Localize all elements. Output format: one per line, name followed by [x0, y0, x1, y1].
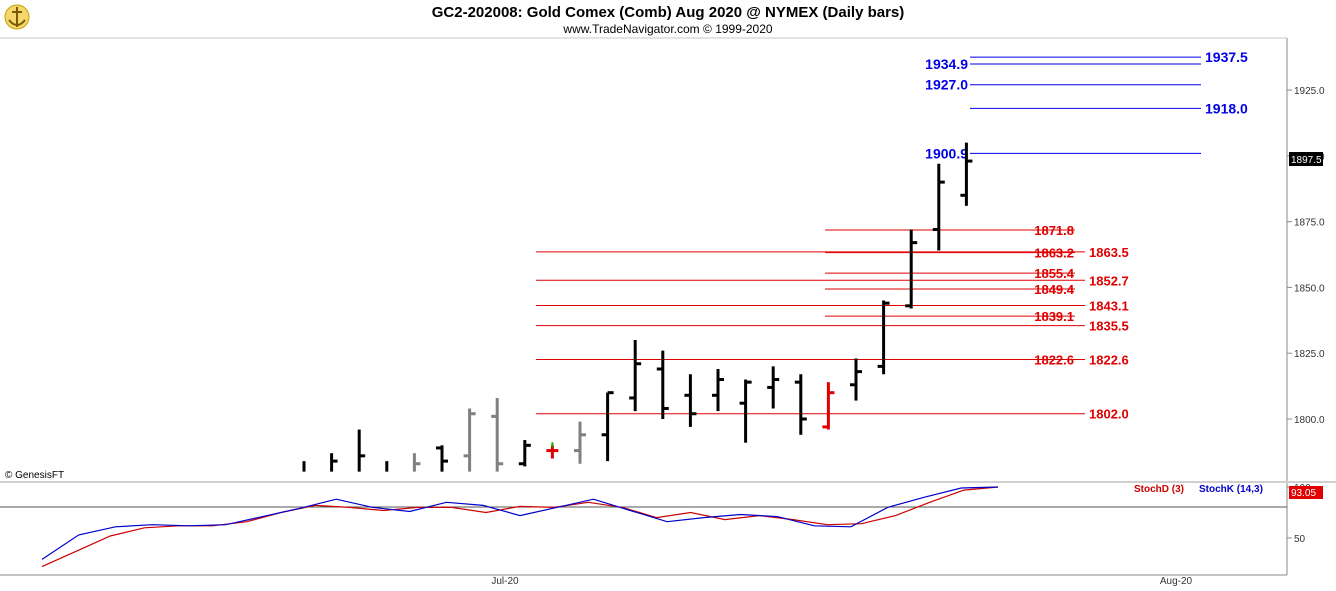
chart-subtitle: www.TradeNavigator.com © 1999-2020 [562, 22, 772, 36]
price-tick-label: 1850.0 [1294, 283, 1325, 294]
price-tick-label: 1825.0 [1294, 349, 1325, 360]
chart-title: GC2-202008: Gold Comex (Comb) Aug 2020 @… [432, 4, 905, 21]
price-levels: 1937.5 1934.9 1927.0 1918.0 1900.9 1871.8 1863… [536, 49, 1248, 422]
stochastic-lines [41, 486, 999, 568]
level-label: 1839.1 [1034, 309, 1074, 324]
last-price-tag: 1897.5 [1289, 152, 1323, 166]
ohlc-bar [656, 350, 669, 419]
ohlc-bar [960, 142, 973, 206]
ohlc-bar [905, 229, 918, 309]
level-label: 1849.4 [1034, 282, 1075, 297]
level-label: 1802.0 [1089, 407, 1129, 422]
level-label: 1918.0 [1205, 100, 1248, 116]
stoch-tick-label: 50 [1294, 534, 1306, 545]
ohlc-bar [932, 163, 945, 251]
level-label: 1871.8 [1034, 223, 1074, 238]
price-tick-label: 1800.0 [1294, 415, 1325, 426]
ohlc-bar [574, 421, 586, 464]
ohlc-bar [601, 391, 614, 462]
level-label: 1852.7 [1089, 273, 1129, 288]
ohlc-bar [518, 440, 531, 467]
ohlc-bar [684, 374, 697, 427]
ohlc-bar [767, 366, 780, 409]
level-label: 1927.0 [925, 77, 968, 93]
x-tick-aug: Aug-20 [1160, 576, 1193, 587]
price-panel [0, 37, 1336, 576]
ohlc-bar [491, 397, 504, 472]
level-label: 1855.4 [1034, 266, 1075, 281]
trade-navigator-logo-icon [4, 4, 30, 30]
level-label: 1843.1 [1089, 299, 1129, 314]
watermark: © GenesisFT [5, 470, 64, 481]
stoch-series-line [41, 486, 999, 568]
ohlc-bar [546, 442, 559, 459]
level-label: 1900.9 [925, 145, 968, 161]
ohlc-bar [629, 340, 642, 412]
ohlc-bar [357, 429, 366, 472]
price-tick-label: 1925.0 [1294, 86, 1325, 97]
ohlc-bar [412, 453, 421, 472]
x-tick-jul: Jul-20 [491, 576, 519, 587]
price-tick-label: 1875.0 [1294, 218, 1325, 229]
stoch-series-line [41, 486, 999, 560]
level-label: 1863.5 [1089, 245, 1129, 260]
level-label: 1937.5 [1205, 49, 1248, 65]
level-label: 1863.2 [1034, 246, 1074, 261]
ohlc-bar [712, 368, 724, 412]
ohlc-bar [463, 408, 476, 472]
ohlc-bar [739, 379, 752, 443]
svg-text:93.05: 93.05 [1291, 488, 1316, 499]
ohlc-bar [436, 445, 448, 472]
ohlc-bar [794, 374, 807, 435]
legend-stochd: StochD (3) [1134, 484, 1184, 495]
stoch-value-tag: 93.05 [1289, 486, 1323, 499]
svg-text:1897.5: 1897.5 [1291, 155, 1322, 166]
ohlc-bar [822, 382, 835, 430]
level-label: 1822.6 [1089, 353, 1129, 368]
ohlc-bar [850, 358, 862, 401]
level-label: 1835.5 [1089, 319, 1129, 334]
ohlc-bars [302, 142, 973, 472]
ohlc-bar [330, 453, 338, 472]
level-label: 1934.9 [925, 56, 968, 72]
ohlc-bar [877, 300, 890, 375]
legend-stochk: StochK (14,3) [1199, 484, 1263, 495]
